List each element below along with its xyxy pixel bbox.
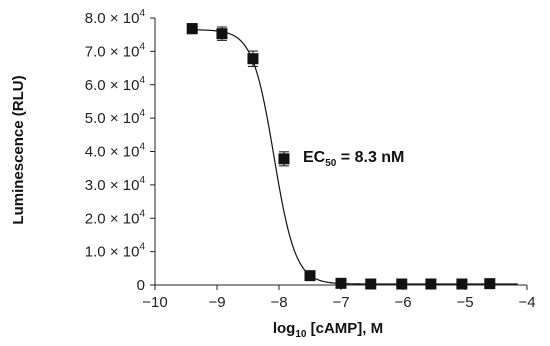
square-marker [396,278,408,290]
ec50-annotation: EC50 = 8.3 nM [303,149,404,169]
x-tick-label: −8 [270,294,287,311]
square-marker [335,277,347,289]
square-marker [425,278,437,290]
square-marker [456,278,468,290]
x-tick-label: −10 [142,294,167,311]
x-tick-label: −7 [332,294,349,311]
data-point [365,278,377,290]
data-point [396,278,408,290]
y-tick-label: 6.0 × 104 [85,75,146,94]
square-marker [484,278,496,290]
data-point [247,50,259,67]
y-tick-label: 2.0 × 104 [85,208,146,227]
y-tick-label: 1.0 × 104 [85,242,146,261]
data-point [216,26,228,41]
y-tick-label: 0 [137,277,145,294]
y-tick-label: 7.0 × 104 [85,41,146,60]
x-tick-label: −9 [208,294,225,311]
x-axis-title: log10 [cAMP], M [273,320,383,340]
square-marker [186,23,198,35]
y-axis-title: Luminescence (RLU) [10,75,27,224]
square-marker [365,278,377,290]
data-point [278,151,290,167]
data-points-layer [186,23,496,290]
x-tick-label: −5 [456,294,473,311]
square-marker [247,53,259,65]
y-tick-label: 8.0 × 104 [85,8,146,27]
data-point [335,277,347,289]
square-marker [216,28,228,40]
data-point [186,23,198,35]
data-point [456,278,468,290]
axes-layer: −10 −9 −8 −7 −6 −5 −4 0 1.0 × 104 2.0 × 104 3.0 × … [85,8,536,311]
y-tick-label: 5.0 × 104 [85,108,146,127]
y-tick-label: 3.0 × 104 [85,175,146,194]
x-tick-label: −4 [518,294,535,311]
y-tick-label: 4.0 × 104 [85,142,146,161]
data-point [425,278,437,290]
x-tick-label: −6 [394,294,411,311]
data-point [484,278,496,290]
data-point [304,270,316,282]
square-marker [278,153,290,165]
square-marker [304,270,316,282]
